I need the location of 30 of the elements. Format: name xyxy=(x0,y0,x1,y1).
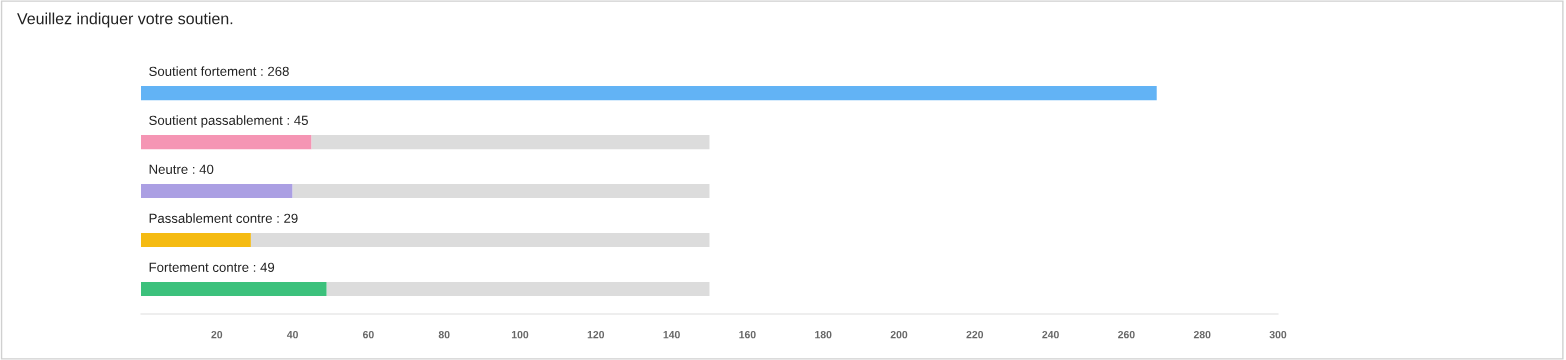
y-tick-label: Soutient fortement : 268 xyxy=(149,66,289,76)
bar xyxy=(250,232,710,248)
x-tick-label: 60 xyxy=(362,330,374,339)
bar xyxy=(141,281,327,297)
bar xyxy=(141,85,1157,101)
bar xyxy=(292,183,710,199)
bar xyxy=(141,183,293,199)
y-tick-label: Passablement contre : 29 xyxy=(149,213,298,223)
bar xyxy=(311,134,710,150)
x-tick-label: 80 xyxy=(438,330,450,339)
y-tick-label: Soutient passablement : 45 xyxy=(149,115,308,128)
x-tick-label: 140 xyxy=(663,330,680,339)
x-tick-label: 40 xyxy=(286,330,298,339)
x-tick-label: 280 xyxy=(1193,330,1211,339)
x-tick-label: 240 xyxy=(1042,330,1059,339)
chart-title: Veuillez indiquer votre soutien. xyxy=(17,12,233,28)
x-tick-label: 260 xyxy=(1118,330,1135,339)
x-tick-label: 300 xyxy=(1269,330,1287,339)
bar xyxy=(141,232,251,248)
x-tick-label: 180 xyxy=(815,330,832,339)
y-tick-label: Fortement contre : 49 xyxy=(149,262,275,272)
x-tick-label: 120 xyxy=(587,330,605,339)
bar xyxy=(326,281,710,297)
x-tick-label: 220 xyxy=(966,330,984,339)
x-tick-label: 200 xyxy=(890,330,908,339)
bar xyxy=(141,134,312,150)
x-tick-label: 20 xyxy=(211,330,223,339)
x-tick-label: 100 xyxy=(511,330,529,339)
y-tick-label: Neutre : 40 xyxy=(149,164,214,174)
x-tick-label: 160 xyxy=(739,330,756,339)
